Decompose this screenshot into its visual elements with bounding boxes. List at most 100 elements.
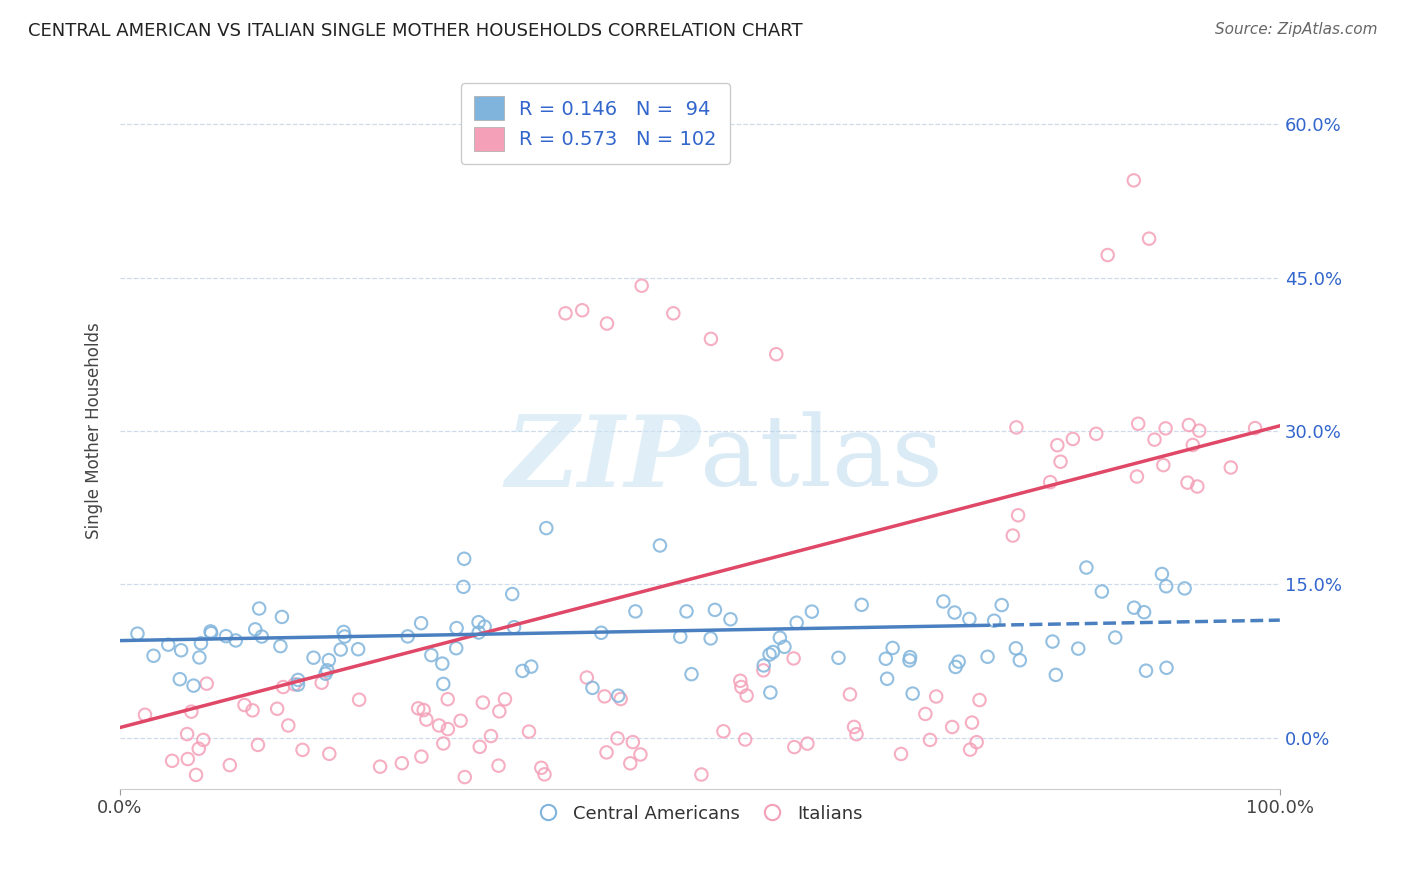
Point xyxy=(595,745,617,759)
Point xyxy=(675,604,697,618)
Point xyxy=(474,620,496,634)
Point xyxy=(943,606,966,620)
Point xyxy=(1156,661,1178,675)
Point xyxy=(960,715,983,730)
Point xyxy=(901,687,924,701)
Point xyxy=(1174,582,1197,596)
Point xyxy=(734,732,756,747)
Point xyxy=(932,594,955,608)
Point xyxy=(157,638,180,652)
Point xyxy=(1154,579,1177,593)
Point xyxy=(782,651,804,665)
Text: ZIP: ZIP xyxy=(505,411,700,508)
Point xyxy=(453,580,475,594)
Point xyxy=(530,761,553,775)
Point xyxy=(1049,455,1071,469)
Point xyxy=(571,303,593,318)
Point xyxy=(436,692,458,706)
Point xyxy=(488,704,510,718)
Point xyxy=(432,657,454,671)
Point xyxy=(467,625,489,640)
Point xyxy=(1007,508,1029,523)
Point xyxy=(1091,584,1114,599)
Point xyxy=(170,643,193,657)
Point xyxy=(948,655,970,669)
Point xyxy=(332,624,354,639)
Point xyxy=(242,703,264,717)
Point xyxy=(593,690,616,704)
Point xyxy=(875,651,897,665)
Point xyxy=(703,603,725,617)
Point xyxy=(533,767,555,781)
Point xyxy=(759,685,782,699)
Point xyxy=(396,629,419,643)
Point xyxy=(606,731,628,746)
Point xyxy=(311,675,333,690)
Point xyxy=(607,689,630,703)
Point xyxy=(287,678,309,692)
Point xyxy=(681,667,703,681)
Point xyxy=(503,620,526,634)
Point xyxy=(200,624,222,639)
Point xyxy=(1122,173,1144,187)
Point xyxy=(195,676,218,690)
Point xyxy=(127,626,149,640)
Point xyxy=(1154,421,1177,435)
Point xyxy=(501,587,523,601)
Point xyxy=(1085,426,1108,441)
Point xyxy=(609,692,631,706)
Point xyxy=(512,664,534,678)
Point xyxy=(247,601,270,615)
Point xyxy=(450,714,472,728)
Point xyxy=(315,666,337,681)
Point xyxy=(1181,438,1204,452)
Point xyxy=(730,680,752,694)
Point xyxy=(769,631,792,645)
Point xyxy=(941,720,963,734)
Point xyxy=(454,770,477,784)
Point xyxy=(1097,248,1119,262)
Point xyxy=(188,650,211,665)
Point xyxy=(142,648,165,663)
Point xyxy=(411,749,433,764)
Point xyxy=(842,720,865,734)
Point xyxy=(444,641,467,656)
Point xyxy=(966,735,988,749)
Point xyxy=(735,689,758,703)
Point xyxy=(180,705,202,719)
Point xyxy=(427,718,450,732)
Point xyxy=(648,539,671,553)
Point xyxy=(318,653,340,667)
Point xyxy=(1188,424,1211,438)
Point xyxy=(1177,475,1199,490)
Point xyxy=(957,612,980,626)
Point xyxy=(271,610,294,624)
Point xyxy=(1178,417,1201,432)
Text: Source: ZipAtlas.com: Source: ZipAtlas.com xyxy=(1215,22,1378,37)
Y-axis label: Single Mother Households: Single Mother Households xyxy=(86,323,103,540)
Point xyxy=(329,642,352,657)
Point xyxy=(914,706,936,721)
Point xyxy=(591,625,613,640)
Point xyxy=(730,673,752,688)
Point xyxy=(1244,421,1267,435)
Point xyxy=(1008,653,1031,667)
Point xyxy=(432,677,454,691)
Point xyxy=(468,739,491,754)
Point xyxy=(1152,458,1174,472)
Point xyxy=(796,737,818,751)
Point xyxy=(1005,420,1028,434)
Point xyxy=(406,701,429,715)
Point xyxy=(176,727,198,741)
Point xyxy=(446,621,468,635)
Point xyxy=(983,614,1005,628)
Point xyxy=(876,672,898,686)
Point xyxy=(851,598,873,612)
Point xyxy=(160,754,183,768)
Point xyxy=(959,742,981,756)
Point xyxy=(1150,566,1173,581)
Point xyxy=(800,605,823,619)
Point xyxy=(786,615,808,630)
Point xyxy=(333,630,356,644)
Point xyxy=(624,604,647,618)
